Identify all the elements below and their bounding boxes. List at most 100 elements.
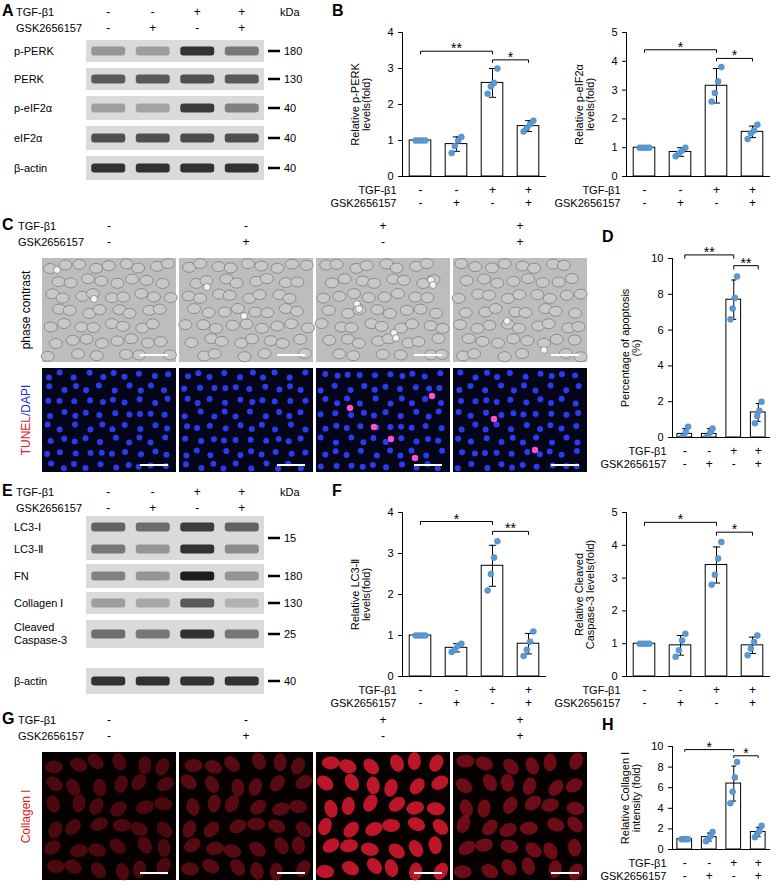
svg-text:GSK2656157: GSK2656157 xyxy=(16,502,82,514)
svg-text:LC3-Ⅰ: LC3-Ⅰ xyxy=(14,521,41,533)
svg-text:+: + xyxy=(194,5,201,19)
svg-text:2: 2 xyxy=(387,588,393,600)
svg-text:-: - xyxy=(244,713,248,727)
svg-text:-: - xyxy=(381,235,385,249)
svg-text:TUNEL/DAPI: TUNEL/DAPI xyxy=(19,385,33,456)
svg-text:+: + xyxy=(677,196,684,210)
svg-text:+: + xyxy=(749,196,756,210)
svg-text:1: 1 xyxy=(387,134,393,146)
svg-text:+: + xyxy=(755,856,762,870)
svg-text:+: + xyxy=(453,696,460,710)
svg-text:+: + xyxy=(755,444,762,458)
svg-text:TGF-β1: TGF-β1 xyxy=(358,684,396,696)
svg-text:-: - xyxy=(106,485,110,499)
svg-text:3: 3 xyxy=(611,84,617,96)
svg-text:-: - xyxy=(732,869,736,883)
svg-text:Relative LC3-Ⅱlevels(fold): Relative LC3-Ⅱlevels(fold) xyxy=(349,559,372,631)
svg-text:-: - xyxy=(491,696,495,710)
svg-text:1: 1 xyxy=(387,629,393,641)
svg-text:130: 130 xyxy=(284,73,302,85)
svg-text:+: + xyxy=(242,235,249,249)
svg-text:TGF-β1: TGF-β1 xyxy=(628,857,666,869)
svg-text:40: 40 xyxy=(284,132,296,144)
svg-text:CleavedCaspase-3: CleavedCaspase-3 xyxy=(14,621,67,646)
svg-text:+: + xyxy=(516,713,523,727)
svg-text:3: 3 xyxy=(387,62,393,74)
svg-text:4: 4 xyxy=(387,506,393,518)
svg-text:-: - xyxy=(643,196,647,210)
svg-text:-: - xyxy=(419,683,423,697)
svg-text:+: + xyxy=(489,183,496,197)
svg-text:2: 2 xyxy=(611,604,617,616)
svg-text:4: 4 xyxy=(611,55,617,67)
svg-text:PERK: PERK xyxy=(14,73,45,85)
svg-text:H: H xyxy=(602,716,614,733)
svg-text:kDa: kDa xyxy=(280,486,300,498)
svg-text:-: - xyxy=(107,713,111,727)
svg-text:Collagen Ⅰ: Collagen Ⅰ xyxy=(19,789,33,844)
svg-text:GSK2656157: GSK2656157 xyxy=(600,458,666,470)
svg-text:Relative Collagen Ⅰintensity (: Relative Collagen Ⅰintensity (fold) xyxy=(619,752,642,844)
svg-text:3: 3 xyxy=(611,572,617,584)
svg-text:130: 130 xyxy=(284,597,302,609)
svg-text:-: - xyxy=(195,501,199,515)
svg-text:GSK2656157: GSK2656157 xyxy=(330,697,396,709)
svg-text:-: - xyxy=(106,21,110,35)
svg-text:180: 180 xyxy=(284,570,302,582)
svg-text:3: 3 xyxy=(387,547,393,559)
svg-text:25: 25 xyxy=(284,628,296,640)
svg-text:**: ** xyxy=(704,244,715,260)
svg-text:TGF-β1: TGF-β1 xyxy=(582,184,620,196)
svg-text:+: + xyxy=(755,869,762,883)
svg-text:180: 180 xyxy=(284,45,302,57)
svg-text:4: 4 xyxy=(657,802,663,814)
svg-text:-: - xyxy=(679,183,683,197)
svg-text:GSK2656157: GSK2656157 xyxy=(18,730,84,742)
svg-text:0: 0 xyxy=(657,843,663,855)
svg-text:-: - xyxy=(151,5,155,19)
svg-text:15: 15 xyxy=(284,532,296,544)
svg-text:phase contrast: phase contrast xyxy=(19,270,33,349)
svg-text:LC3-Ⅱ: LC3-Ⅱ xyxy=(14,543,43,555)
svg-text:+: + xyxy=(677,696,684,710)
svg-text:-: - xyxy=(715,696,719,710)
svg-text:-: - xyxy=(419,183,423,197)
svg-text:+: + xyxy=(489,683,496,697)
svg-text:40: 40 xyxy=(284,675,296,687)
svg-text:Collagen Ⅰ: Collagen Ⅰ xyxy=(14,597,63,609)
svg-text:+: + xyxy=(242,729,249,743)
svg-text:-: - xyxy=(643,696,647,710)
svg-text:8: 8 xyxy=(657,288,663,300)
svg-text:-: - xyxy=(381,729,385,743)
svg-text:5: 5 xyxy=(611,506,617,518)
svg-text:F: F xyxy=(332,482,342,499)
svg-text:+: + xyxy=(379,713,386,727)
svg-text:+: + xyxy=(749,683,756,697)
svg-text:+: + xyxy=(238,21,245,35)
svg-text:*: * xyxy=(743,745,749,761)
svg-text:GSK2656157: GSK2656157 xyxy=(600,870,666,882)
svg-text:1: 1 xyxy=(611,637,617,649)
svg-text:+: + xyxy=(238,485,245,499)
svg-text:-: - xyxy=(683,444,687,458)
svg-text:*: * xyxy=(732,521,738,537)
svg-text:-: - xyxy=(683,457,687,471)
svg-text:0: 0 xyxy=(611,670,617,682)
svg-text:+: + xyxy=(516,219,523,233)
svg-text:GSK2656157: GSK2656157 xyxy=(330,197,396,209)
svg-text:40: 40 xyxy=(284,162,296,174)
svg-text:+: + xyxy=(713,683,720,697)
svg-text:kDa: kDa xyxy=(280,6,300,18)
svg-text:+: + xyxy=(706,869,713,883)
svg-text:2: 2 xyxy=(657,822,663,834)
svg-text:*: * xyxy=(732,47,738,63)
svg-text:+: + xyxy=(516,235,523,249)
svg-text:p-PERK: p-PERK xyxy=(14,45,54,57)
svg-text:β-actin: β-actin xyxy=(14,162,47,174)
svg-text:4: 4 xyxy=(611,539,617,551)
svg-text:TGF-β1: TGF-β1 xyxy=(358,184,396,196)
svg-text:2: 2 xyxy=(611,112,617,124)
svg-text:TGF-β1: TGF-β1 xyxy=(628,445,666,457)
svg-text:-: - xyxy=(106,501,110,515)
svg-text:**: ** xyxy=(451,40,462,56)
